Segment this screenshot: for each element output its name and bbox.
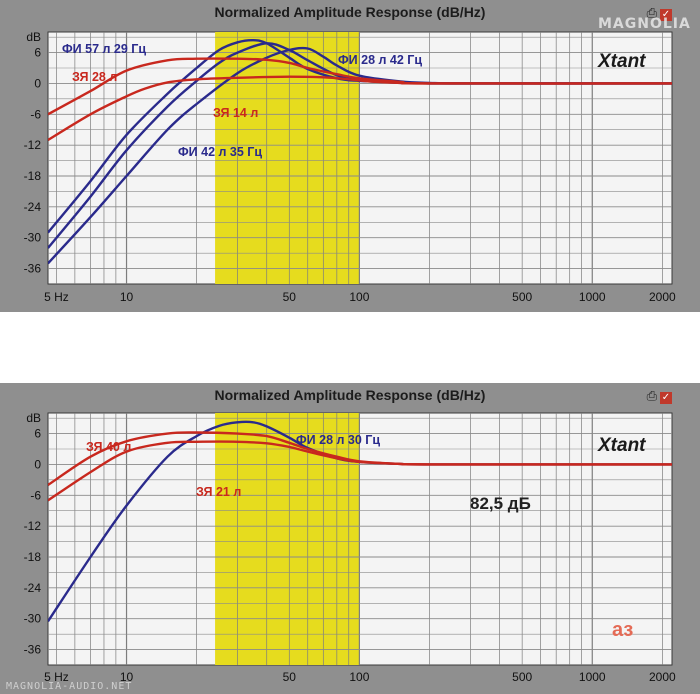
checkbox-icon: ✓ (660, 9, 672, 21)
y-tick-label: -12 (24, 519, 42, 533)
series-annotation: ЗЯ 28 л (72, 70, 117, 84)
y-tick-label: -36 (24, 262, 42, 276)
y-tick-label: 0 (34, 457, 41, 471)
footer-watermark: MAGNOLIA-AUDIO.NET (6, 681, 133, 692)
y-tick-label: 6 (34, 46, 41, 60)
highlight-band (215, 413, 360, 665)
y-tick-label: dB (26, 411, 41, 425)
plot-area (47, 31, 673, 285)
x-tick-label: 100 (349, 670, 369, 684)
frequency-response-chart-bottom: dB 6 0 -6 -12 -18 -24 -30 -365 Hz 10 50 100 500 1000 2… (24, 411, 676, 684)
y-tick-label: 6 (34, 427, 41, 441)
checkbox-icon: ✓ (660, 392, 672, 404)
plot-area (47, 412, 673, 666)
grid (48, 32, 672, 284)
x-tick-label: 5 Hz (44, 290, 69, 304)
series-line (48, 440, 672, 502)
y-tick-label: -30 (24, 231, 42, 245)
chart-panel-bottom: Normalized Amplitude Response (dB/Hz) ⎙ ✓… (0, 383, 700, 694)
brand-label: Xtant (597, 435, 646, 456)
y-tick-label: -6 (30, 107, 41, 121)
x-tick-label: 500 (512, 290, 532, 304)
series-annotation: ЗЯ 40 л (86, 440, 131, 454)
corner-mark: аз (612, 619, 633, 641)
x-tick-label: 500 (512, 670, 532, 684)
x-tick-label: 2000 (649, 670, 676, 684)
grid (48, 413, 672, 665)
window-icons: ⎙ ✓ (647, 389, 672, 404)
site-logo-watermark: MAGNOLIA (598, 16, 691, 32)
series-annotation: ФИ 57 л 29 Гц (62, 42, 146, 56)
y-tick-label: dB (26, 30, 41, 44)
y-tick-label: -6 (30, 488, 41, 502)
chart-panel-top: Normalized Amplitude Response (dB/Hz) ⎙ ✓… (0, 0, 700, 312)
print-icon: ⎙ (646, 6, 657, 21)
series-line (48, 75, 672, 142)
x-tick-label: 10 (120, 670, 134, 684)
series-annotation: ЗЯ 21 л (196, 485, 241, 499)
x-tick-label: 2000 (649, 290, 676, 304)
series-annotation: ФИ 28 л 30 Гц (296, 433, 380, 447)
x-tick-label: 1000 (579, 670, 606, 684)
series-group (48, 38, 672, 265)
window-icons: ⎙ ✓ (647, 6, 672, 21)
series-annotation: ФИ 28 л 42 Гц (338, 53, 422, 67)
x-tick-label: 100 (349, 290, 369, 304)
level-label: 82,5 дБ (470, 494, 531, 513)
chart-title: Normalized Amplitude Response (dB/Hz) (214, 387, 486, 403)
series-group (48, 420, 672, 622)
y-tick-label: -30 (24, 612, 42, 626)
y-tick-label: -12 (24, 138, 42, 152)
series-annotation: ФИ 42 л 35 Гц (178, 145, 262, 159)
y-tick-label: -18 (24, 550, 42, 564)
x-tick-label: 10 (120, 290, 134, 304)
brand-label: Xtant (597, 51, 646, 72)
y-tick-label: 0 (34, 76, 41, 90)
print-icon: ⎙ (646, 389, 657, 404)
series-annotation: ЗЯ 14 л (213, 106, 258, 120)
frequency-response-chart-top: dB 6 0 -6 -12 -18 -24 -30 -365 Hz 10 50 100 500 1000 2… (24, 30, 676, 304)
y-tick-label: -18 (24, 169, 42, 183)
x-tick-label: 50 (283, 290, 297, 304)
y-tick-label: -24 (24, 581, 42, 595)
y-tick-label: -24 (24, 200, 42, 214)
x-tick-label: 50 (283, 670, 297, 684)
y-tick-label: -36 (24, 643, 42, 657)
x-tick-label: 5 Hz (44, 670, 69, 684)
x-tick-label: 1000 (579, 290, 606, 304)
chart-title: Normalized Amplitude Response (dB/Hz) (214, 4, 486, 20)
